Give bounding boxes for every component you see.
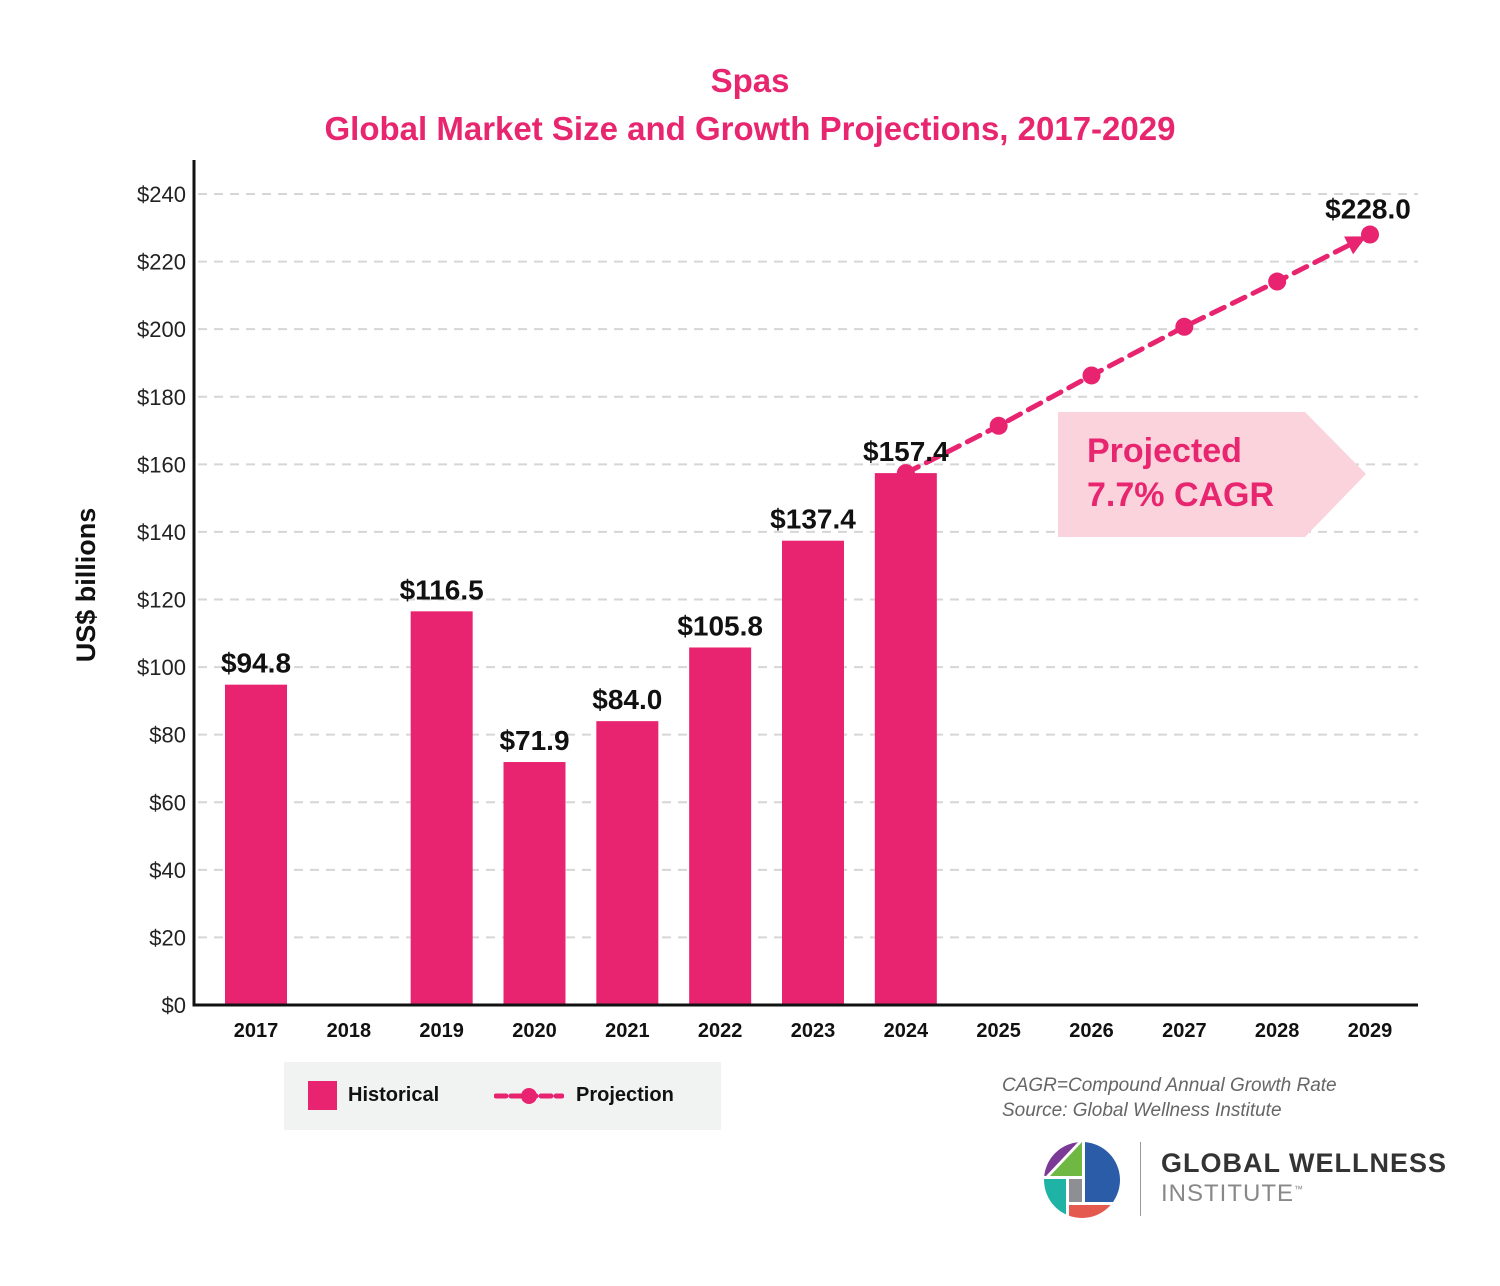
x-tick-label: 2027: [1162, 1020, 1207, 1042]
projection-point-2026: [1082, 366, 1101, 385]
data-label-2017: $94.8: [221, 648, 291, 679]
x-tick-label: 2022: [698, 1020, 743, 1042]
data-label-2020: $71.9: [499, 725, 569, 756]
y-tick-label: $80: [149, 723, 186, 748]
x-tick-label: 2021: [605, 1020, 650, 1042]
bar-2020: [503, 762, 566, 1005]
y-tick-label: $20: [149, 925, 186, 950]
bar-2019: [410, 611, 473, 1005]
cagr-callout: [1058, 412, 1366, 537]
data-label-2024: $157.4: [863, 436, 949, 467]
x-tick-label: 2029: [1348, 1020, 1393, 1042]
projection-point-2024: [896, 464, 915, 483]
y-tick-label: $60: [149, 790, 186, 815]
legend-historical-label: Historical: [348, 1084, 440, 1106]
x-tick-label: 2026: [1069, 1020, 1114, 1042]
logo-text-line2: INSTITUTE™: [1161, 1180, 1304, 1208]
y-tick-label: $220: [137, 250, 186, 275]
projection-dashed-line: [903, 240, 1357, 476]
cagr-note: CAGR=Compound Annual Growth Rate: [1002, 1075, 1337, 1096]
x-tick-label: 2024: [884, 1020, 929, 1042]
projection-point-2027: [1175, 317, 1194, 336]
data-label-2023: $137.4: [770, 504, 856, 535]
chart-canvas: $0 $20 $40 $60 $80 $100 $120 $140 $160 $180 $200 $2…: [71, 160, 1418, 1042]
projection-point-2025: [989, 416, 1008, 435]
legend-projection-icon: [494, 1088, 564, 1104]
y-tick-label: $200: [137, 317, 186, 342]
x-tick-label: 2023: [791, 1020, 836, 1042]
projection-line: [896, 225, 1379, 483]
x-tick-label: 2019: [419, 1020, 464, 1042]
chart-title: Spas: [710, 62, 790, 99]
legend: Historical Projection: [284, 1062, 721, 1130]
logo-divider: [1140, 1142, 1141, 1216]
axes: [192, 160, 1418, 1007]
data-label-2022: $105.8: [677, 610, 763, 641]
bar-2023: [782, 540, 844, 1005]
y-tick-label: $0: [162, 993, 186, 1018]
x-tick-label: 2017: [234, 1020, 279, 1042]
y-tick-label: $240: [137, 182, 186, 207]
callout-line1: Projected: [1087, 432, 1242, 470]
x-tick-label: 2028: [1255, 1020, 1300, 1042]
projection-arrowhead: [1344, 236, 1367, 255]
logo-tm: ™: [1294, 1184, 1304, 1194]
callout-line2: 7.7% CAGR: [1087, 476, 1275, 514]
bar-2017: [225, 684, 287, 1005]
bars: [225, 473, 937, 1006]
projection-point-2028: [1268, 272, 1287, 291]
projection-point-2029: [1361, 225, 1379, 244]
legend-historical-swatch: [308, 1081, 337, 1110]
x-tick-labels: 2017 2018 2019 2020 2021 2022 2023 2024 2025 2026…: [234, 1020, 1393, 1042]
gwi-logo-icon: [1044, 1142, 1120, 1218]
y-tick-label: $100: [137, 655, 186, 680]
chart-subtitle: Global Market Size and Growth Projection…: [324, 110, 1176, 147]
logo-institute: INSTITUTE: [1161, 1180, 1294, 1207]
source-note: Source: Global Wellness Institute: [1002, 1100, 1282, 1121]
y-tick-labels: $0 $20 $40 $60 $80 $100 $120 $140 $160 $180 $200 $2…: [137, 182, 186, 1018]
y-tick-label: $180: [137, 385, 186, 410]
bar-2022: [689, 647, 752, 1005]
x-tick-label: 2025: [976, 1020, 1021, 1042]
legend-projection-label: Projection: [576, 1084, 674, 1106]
bar-2021: [596, 721, 659, 1005]
logo-text-line1: GLOBAL WELLNESS: [1161, 1148, 1448, 1178]
x-tick-label: 2018: [327, 1020, 372, 1042]
y-axis-label: US$ billions: [71, 508, 101, 663]
bar-2024: [874, 473, 937, 1006]
data-label-2029: $228.0: [1325, 194, 1411, 225]
data-label-2021: $84.0: [592, 684, 662, 715]
y-tick-label: $120: [137, 588, 186, 613]
callout-arrow-shape: [1058, 412, 1366, 537]
data-labels: $94.8 $116.5 $71.9 $84.0 $105.8 $137.4 $157.4 $…: [221, 194, 1411, 756]
y-tick-label: $160: [137, 452, 186, 477]
y-tick-label: $140: [137, 520, 186, 545]
y-tick-label: $40: [149, 858, 186, 883]
x-tick-label: 2020: [512, 1020, 557, 1042]
data-label-2019: $116.5: [400, 574, 484, 605]
